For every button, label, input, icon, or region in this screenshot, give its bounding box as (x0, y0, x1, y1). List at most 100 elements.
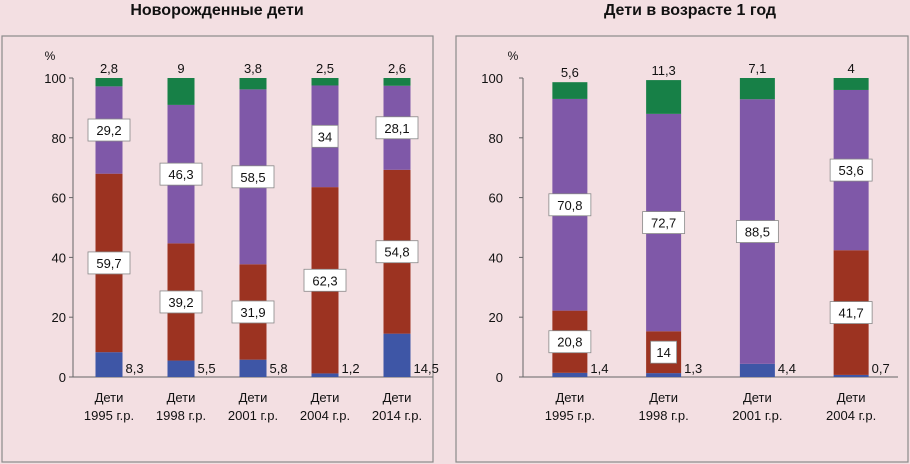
x-tick-label: 1995 г.р. (545, 408, 595, 423)
data-label: 88,5 (745, 225, 770, 240)
x-tick-label: 2014 г.р. (372, 408, 422, 423)
data-label: 9 (177, 61, 184, 76)
data-label: 4,4 (778, 361, 796, 376)
data-label: 62,3 (312, 273, 337, 288)
x-tick-label: 1995 г.р. (84, 408, 134, 423)
data-label-box (303, 268, 347, 292)
data-label: 29,2 (96, 123, 121, 138)
data-label: 14 (656, 345, 670, 360)
data-label: 5,5 (198, 361, 216, 376)
chart-title: Новорожденные дети (130, 2, 303, 19)
y-tick-label: 100 (481, 71, 503, 86)
bar-series-4 (383, 78, 411, 86)
y-tick-label: 60 (52, 191, 66, 206)
y-tick-label: 100 (44, 71, 66, 86)
data-label: 7,1 (748, 61, 766, 76)
x-tick-label: Дети (167, 390, 196, 405)
y-tick-label: 40 (52, 250, 66, 265)
bar-series-4 (552, 82, 588, 99)
data-label-box (159, 162, 203, 186)
x-tick-label: 2004 г.р. (300, 408, 350, 423)
data-label-box (231, 300, 275, 324)
data-label-box (642, 211, 686, 234)
x-tick-label: Дети (239, 390, 268, 405)
x-tick-label: Дети (649, 390, 678, 405)
x-tick-label: 1998 г.р. (156, 408, 206, 423)
y-tick-label: 80 (52, 131, 66, 146)
bar-series-1 (167, 360, 195, 377)
data-label: 58,5 (240, 170, 265, 185)
data-label: 59,7 (96, 256, 121, 271)
y-axis-unit: % (45, 49, 56, 63)
data-label-box (735, 220, 779, 243)
data-label-box (548, 193, 592, 217)
x-tick-label: Дети (95, 390, 124, 405)
data-label: 1,3 (684, 361, 702, 376)
x-tick-label: Дети (555, 390, 584, 405)
y-tick-label: 0 (59, 370, 66, 385)
x-tick-label: 2001 г.р. (732, 408, 782, 423)
bar-series-1 (833, 374, 869, 377)
data-label: 5,6 (561, 65, 579, 80)
bar-series-1 (95, 352, 123, 377)
bar-series-4 (739, 78, 775, 100)
data-label-box (650, 340, 678, 364)
data-label: 54,8 (384, 245, 409, 260)
data-label: 39,2 (168, 295, 193, 310)
data-label: 46,3 (168, 167, 193, 182)
x-tick-label: Дети (743, 390, 772, 405)
data-label: 14,5 (414, 361, 439, 376)
data-label-box (375, 116, 419, 140)
data-label: 72,7 (651, 216, 676, 231)
data-label-box (231, 165, 275, 189)
x-tick-label: 1998 г.р. (639, 408, 689, 423)
data-label: 70,8 (557, 198, 582, 213)
x-tick-label: Дети (837, 390, 866, 405)
chart-title: Дети в возрасте 1 год (604, 2, 776, 19)
bar-series-1 (239, 359, 267, 377)
data-label-box (311, 124, 339, 148)
y-tick-label: 20 (52, 310, 66, 325)
x-tick-label: Дети (383, 390, 412, 405)
data-label: 28,1 (384, 121, 409, 136)
data-label: 2,8 (100, 61, 118, 76)
y-tick-label: 20 (489, 310, 503, 325)
bar-series-1 (646, 373, 682, 377)
data-label: 31,9 (240, 305, 265, 320)
data-label-box (829, 301, 873, 324)
data-label-box (829, 158, 873, 182)
y-tick-label: 0 (496, 370, 503, 385)
data-label: 11,3 (651, 63, 675, 78)
data-label-box (548, 330, 592, 354)
data-label: 8,3 (126, 361, 144, 376)
bar-series-4 (311, 78, 339, 86)
bar-series-1 (383, 333, 411, 377)
bar-series-4 (646, 80, 682, 114)
y-tick-label: 40 (489, 250, 503, 265)
bar-series-1 (739, 363, 775, 377)
y-tick-label: 60 (489, 191, 503, 206)
data-label: 5,8 (270, 361, 288, 376)
bar-series-4 (167, 78, 195, 105)
x-tick-label: 2001 г.р. (228, 408, 278, 423)
data-label-box (159, 290, 203, 314)
x-tick-label: 2004 г.р. (826, 408, 876, 423)
data-label: 2,6 (388, 61, 406, 76)
bar-series-1 (311, 373, 339, 377)
data-label: 41,7 (838, 306, 863, 321)
data-label-box (87, 118, 131, 142)
panel-newborn: Новорожденные дети % 0 20 40 60 80 100 8,3 59,7… (1, 2, 439, 463)
bar-series-1 (552, 372, 588, 377)
data-label: 20,8 (557, 335, 582, 350)
data-label: 34 (318, 129, 332, 144)
bar-series-4 (833, 78, 869, 90)
x-tick-label: Дети (311, 390, 340, 405)
y-tick-label: 80 (489, 131, 503, 146)
data-label: 4 (848, 61, 855, 76)
data-label: 53,6 (838, 163, 863, 178)
bar-series-4 (239, 78, 267, 90)
data-label: 0,7 (872, 361, 890, 376)
data-label: 3,8 (244, 61, 262, 76)
data-label-box (375, 240, 419, 264)
